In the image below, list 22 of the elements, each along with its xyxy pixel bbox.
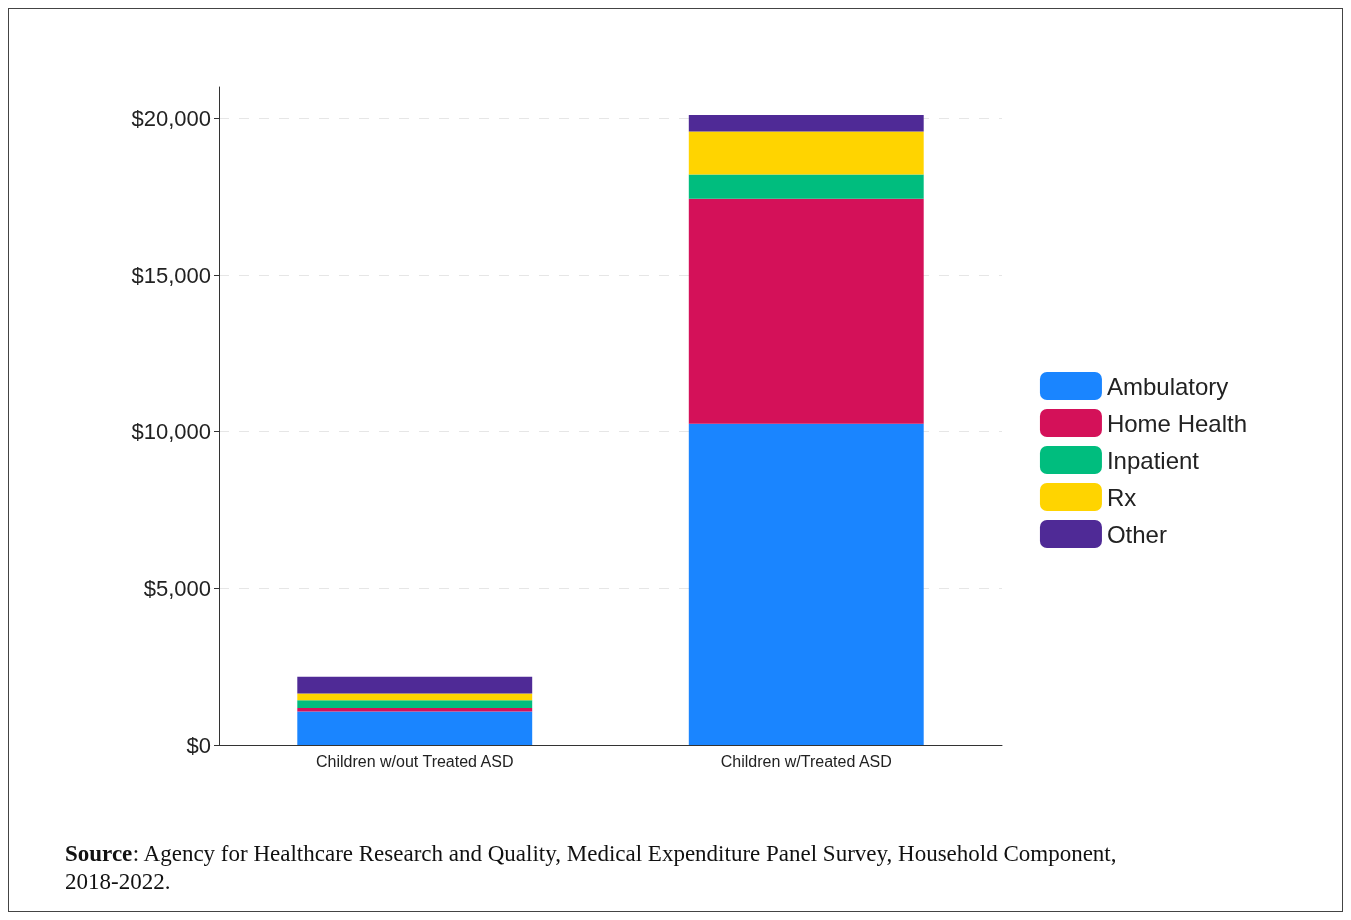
legend-label: Inpatient (1106, 446, 1200, 474)
y-tick-label: $0 (186, 732, 211, 758)
x-tick-label: Children w/Treated ASD (720, 752, 892, 770)
bar (688, 198, 924, 424)
legend-label: Rx (1106, 483, 1137, 511)
legend-label: Home Health (1106, 409, 1247, 437)
x-tick-label: Children w/out Treated ASD (316, 752, 514, 770)
y-tick-label: $5,000 (143, 575, 211, 601)
bar (688, 423, 924, 745)
bar (297, 693, 533, 701)
bar (297, 700, 533, 709)
y-tick-label: $10,000 (131, 419, 211, 445)
bar (688, 114, 924, 132)
source-note: Source: Agency for Healthcare Research and Quality, Medical Expenditure Panel Survey, Household Component, 2018-2022. (65, 840, 1123, 894)
bar (297, 676, 533, 694)
bar (688, 174, 924, 199)
bar (297, 711, 533, 745)
legend-label: Ambulatory (1106, 372, 1229, 400)
legend-label: Other (1106, 520, 1167, 548)
y-tick-label: $20,000 (131, 105, 211, 131)
bar (688, 131, 924, 175)
y-tick-label: $15,000 (131, 262, 211, 288)
